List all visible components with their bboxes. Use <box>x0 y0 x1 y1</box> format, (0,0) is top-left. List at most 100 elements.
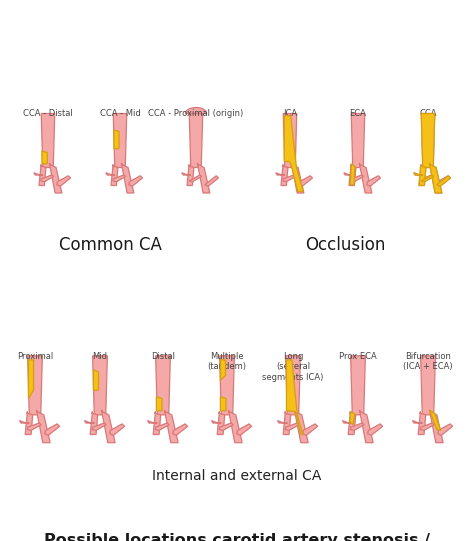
Polygon shape <box>359 163 372 193</box>
Polygon shape <box>420 356 436 415</box>
Polygon shape <box>420 423 434 431</box>
Polygon shape <box>217 412 225 434</box>
Polygon shape <box>276 173 285 175</box>
Polygon shape <box>45 424 60 436</box>
Polygon shape <box>429 163 442 193</box>
Polygon shape <box>156 397 162 411</box>
Polygon shape <box>211 420 221 423</box>
Polygon shape <box>237 424 252 436</box>
Polygon shape <box>92 356 108 415</box>
Polygon shape <box>49 163 62 193</box>
Polygon shape <box>351 356 365 415</box>
Polygon shape <box>41 175 54 182</box>
Text: Bifurcation
(ICA + ECA): Bifurcation (ICA + ECA) <box>403 352 453 371</box>
Polygon shape <box>421 114 435 168</box>
Polygon shape <box>92 423 106 431</box>
Text: Possible locations carotid artery stenosis /
occlusion: Possible locations carotid artery stenos… <box>44 533 430 541</box>
Polygon shape <box>111 164 118 186</box>
Polygon shape <box>302 424 318 436</box>
Polygon shape <box>147 420 157 423</box>
Text: Occlusion: Occlusion <box>305 236 385 254</box>
Polygon shape <box>412 420 422 423</box>
Text: Internal and external CA: Internal and external CA <box>152 469 322 483</box>
Text: Proximal: Proximal <box>17 352 53 361</box>
Text: Common CA: Common CA <box>59 236 162 254</box>
Polygon shape <box>350 423 364 431</box>
Polygon shape <box>421 114 435 168</box>
Polygon shape <box>285 423 299 431</box>
Text: CCA - Proximal (origin): CCA - Proximal (origin) <box>148 109 244 118</box>
Polygon shape <box>185 108 207 114</box>
Polygon shape <box>283 175 296 182</box>
Polygon shape <box>284 116 303 192</box>
Polygon shape <box>228 410 242 443</box>
Polygon shape <box>351 114 365 168</box>
Polygon shape <box>359 410 373 443</box>
Polygon shape <box>113 175 126 182</box>
Text: Distal: Distal <box>151 352 175 361</box>
Polygon shape <box>106 173 115 175</box>
Polygon shape <box>414 173 423 175</box>
Polygon shape <box>277 420 287 423</box>
Polygon shape <box>342 420 353 423</box>
Text: Long
(several
segments ICA): Long (several segments ICA) <box>262 352 324 381</box>
Polygon shape <box>437 176 450 186</box>
Polygon shape <box>367 176 381 186</box>
Polygon shape <box>421 175 434 182</box>
Text: Prox ECA: Prox ECA <box>339 352 377 361</box>
Polygon shape <box>189 175 201 182</box>
Text: CCA - Distal: CCA - Distal <box>23 109 73 118</box>
Polygon shape <box>109 424 125 436</box>
Polygon shape <box>121 163 134 193</box>
Polygon shape <box>350 412 355 425</box>
Polygon shape <box>348 412 356 434</box>
Polygon shape <box>205 176 219 186</box>
Polygon shape <box>418 412 426 434</box>
Polygon shape <box>419 166 426 186</box>
Polygon shape <box>57 176 71 186</box>
Polygon shape <box>283 412 291 434</box>
Polygon shape <box>153 412 161 434</box>
Polygon shape <box>36 410 50 443</box>
Polygon shape <box>219 423 233 431</box>
Polygon shape <box>419 164 426 186</box>
Polygon shape <box>93 370 99 390</box>
Polygon shape <box>421 175 434 182</box>
Polygon shape <box>437 176 450 186</box>
Polygon shape <box>429 410 441 431</box>
Polygon shape <box>286 360 302 434</box>
Text: CCA - Mid: CCA - Mid <box>100 109 140 118</box>
Polygon shape <box>219 356 234 415</box>
Polygon shape <box>19 420 29 423</box>
Polygon shape <box>42 151 47 164</box>
Polygon shape <box>173 424 188 436</box>
Polygon shape <box>292 163 304 193</box>
Polygon shape <box>28 360 34 398</box>
Polygon shape <box>349 164 356 186</box>
Text: Mid: Mid <box>92 352 108 361</box>
Polygon shape <box>182 173 191 175</box>
Polygon shape <box>84 420 94 423</box>
Polygon shape <box>39 164 46 186</box>
Polygon shape <box>220 397 226 411</box>
Polygon shape <box>197 163 210 193</box>
Polygon shape <box>283 114 297 168</box>
Polygon shape <box>351 175 364 182</box>
Text: ECA: ECA <box>349 109 366 118</box>
Polygon shape <box>438 424 453 436</box>
Polygon shape <box>164 410 178 443</box>
Polygon shape <box>25 412 33 434</box>
Polygon shape <box>155 423 169 431</box>
Polygon shape <box>429 163 442 193</box>
Polygon shape <box>368 424 383 436</box>
Polygon shape <box>281 164 288 186</box>
Polygon shape <box>27 356 42 415</box>
Polygon shape <box>220 360 226 380</box>
Polygon shape <box>113 114 127 168</box>
Polygon shape <box>294 410 308 443</box>
Polygon shape <box>34 173 43 175</box>
Polygon shape <box>155 356 170 415</box>
Polygon shape <box>41 114 55 168</box>
Text: ICA: ICA <box>283 109 297 118</box>
Polygon shape <box>101 410 115 443</box>
